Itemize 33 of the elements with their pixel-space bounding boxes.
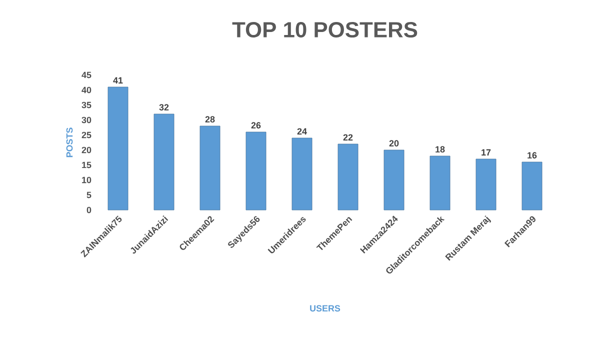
y-axis-title: POSTS: [66, 128, 73, 158]
y-tick-label: 30: [82, 116, 92, 124]
bar: [476, 158, 496, 210]
y-tick-label: 20: [82, 146, 92, 154]
data-label: 28: [205, 116, 215, 122]
bar: [430, 156, 450, 210]
bar: [384, 150, 404, 210]
data-label: 41: [113, 77, 123, 84]
y-tick-label: 40: [82, 86, 92, 94]
data-label: 16: [528, 152, 537, 158]
y-tick-label: 5: [86, 192, 92, 198]
bar: [200, 126, 220, 210]
bar: [522, 162, 542, 210]
data-label: 17: [482, 149, 491, 156]
bar: [246, 132, 266, 210]
y-tick-label: 25: [82, 132, 92, 138]
chart-title: TOP 10 POSTERS: [232, 22, 418, 38]
bar: [108, 86, 128, 210]
y-tick-label: 45: [82, 72, 92, 78]
bar: [154, 114, 174, 210]
y-tick-label: 0: [86, 206, 92, 214]
data-label: 18: [436, 146, 445, 152]
y-tick-label: 15: [82, 162, 92, 168]
data-label: 20: [389, 140, 399, 146]
bar: [338, 144, 358, 210]
data-label: 22: [343, 134, 353, 140]
data-label: 24: [297, 128, 307, 134]
data-label: 32: [159, 104, 169, 110]
x-axis-title: USERS: [310, 305, 340, 312]
data-label: 26: [251, 122, 261, 128]
y-tick-label: 35: [82, 102, 92, 108]
y-tick-label: 10: [82, 176, 92, 184]
bar: [292, 138, 312, 210]
